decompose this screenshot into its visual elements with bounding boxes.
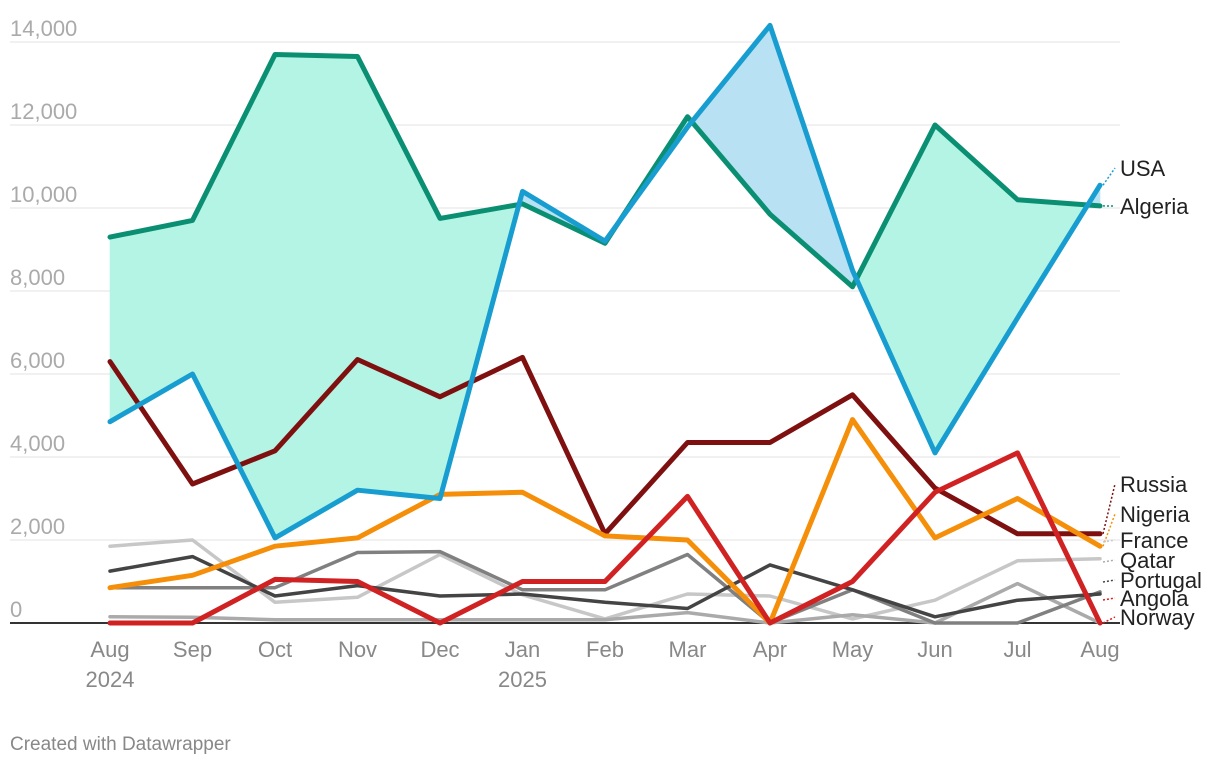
end-labels: USA Algeria Russia NigeriaFranceQatarPortug…	[1102, 156, 1202, 630]
end-label: USA	[1120, 156, 1166, 181]
x-tick-label: Feb	[586, 637, 624, 662]
x-tick-label: Oct	[258, 637, 292, 662]
x-tick-label: Mar	[669, 637, 707, 662]
y-tick-label: 10,000	[10, 182, 77, 207]
end-label: Algeria	[1120, 194, 1189, 219]
y-tick-label: 14,000	[10, 16, 77, 41]
chart: 0 2,000 4,000 6,000 8,000 10,000 12,000 14,000 A…	[10, 16, 1202, 692]
end-label-connector	[1102, 513, 1116, 547]
x-tick-label: Jan	[505, 637, 540, 662]
x-tick-label: Nov	[338, 637, 377, 662]
end-label: Angola	[1120, 586, 1189, 611]
area-band	[934, 124, 1018, 454]
y-tick-label: 0	[10, 597, 22, 622]
y-tick-label: 6,000	[10, 348, 65, 373]
end-label: France	[1120, 528, 1188, 553]
x-year-label: 2024	[86, 667, 135, 692]
end-label-connector	[1102, 597, 1116, 601]
x-year-label: 2025	[498, 667, 547, 692]
y-tick-label: 12,000	[10, 99, 77, 124]
area-band	[856, 124, 936, 453]
end-label: Norway	[1120, 605, 1195, 630]
end-label-connector	[1102, 559, 1116, 563]
y-tick-label: 4,000	[10, 431, 65, 456]
series-line-gray	[108, 554, 1102, 619]
x-tick-label: Apr	[753, 637, 787, 662]
series-line-usa	[107, 22, 1103, 541]
x-tick-label: Jun	[917, 637, 952, 662]
x-axis-labels: Aug 2024 Sep Oct Nov Dec Jan 2025 Feb Mar Apr May Ju…	[86, 637, 1120, 692]
end-label-connector	[1102, 579, 1116, 583]
end-label: Nigeria	[1120, 502, 1190, 527]
end-label-connector	[1102, 483, 1116, 534]
footer-credit: Created with Datawrapper	[10, 734, 231, 755]
x-tick-label: May	[832, 637, 874, 662]
area-band	[357, 56, 441, 499]
end-label: Russia	[1120, 472, 1188, 497]
x-tick-label: Aug	[1080, 637, 1119, 662]
x-tick-label: Aug	[90, 637, 129, 662]
series-line-nigeria	[107, 417, 1103, 626]
y-tick-label: 8,000	[10, 265, 65, 290]
end-label: Qatar	[1120, 548, 1175, 573]
area-band	[691, 24, 771, 216]
area-band	[109, 220, 193, 423]
x-tick-label: Dec	[420, 637, 459, 662]
area-band	[274, 54, 358, 539]
series-line-gray	[108, 549, 1102, 625]
series-line-norway	[107, 450, 1103, 626]
series-lines	[107, 22, 1103, 626]
end-label: Portugal	[1120, 568, 1202, 593]
x-tick-label: Sep	[173, 637, 212, 662]
end-label-connector	[1102, 167, 1116, 186]
x-tick-label: Jul	[1003, 637, 1031, 662]
y-tick-label: 2,000	[10, 514, 65, 539]
area-fills	[109, 24, 1101, 539]
